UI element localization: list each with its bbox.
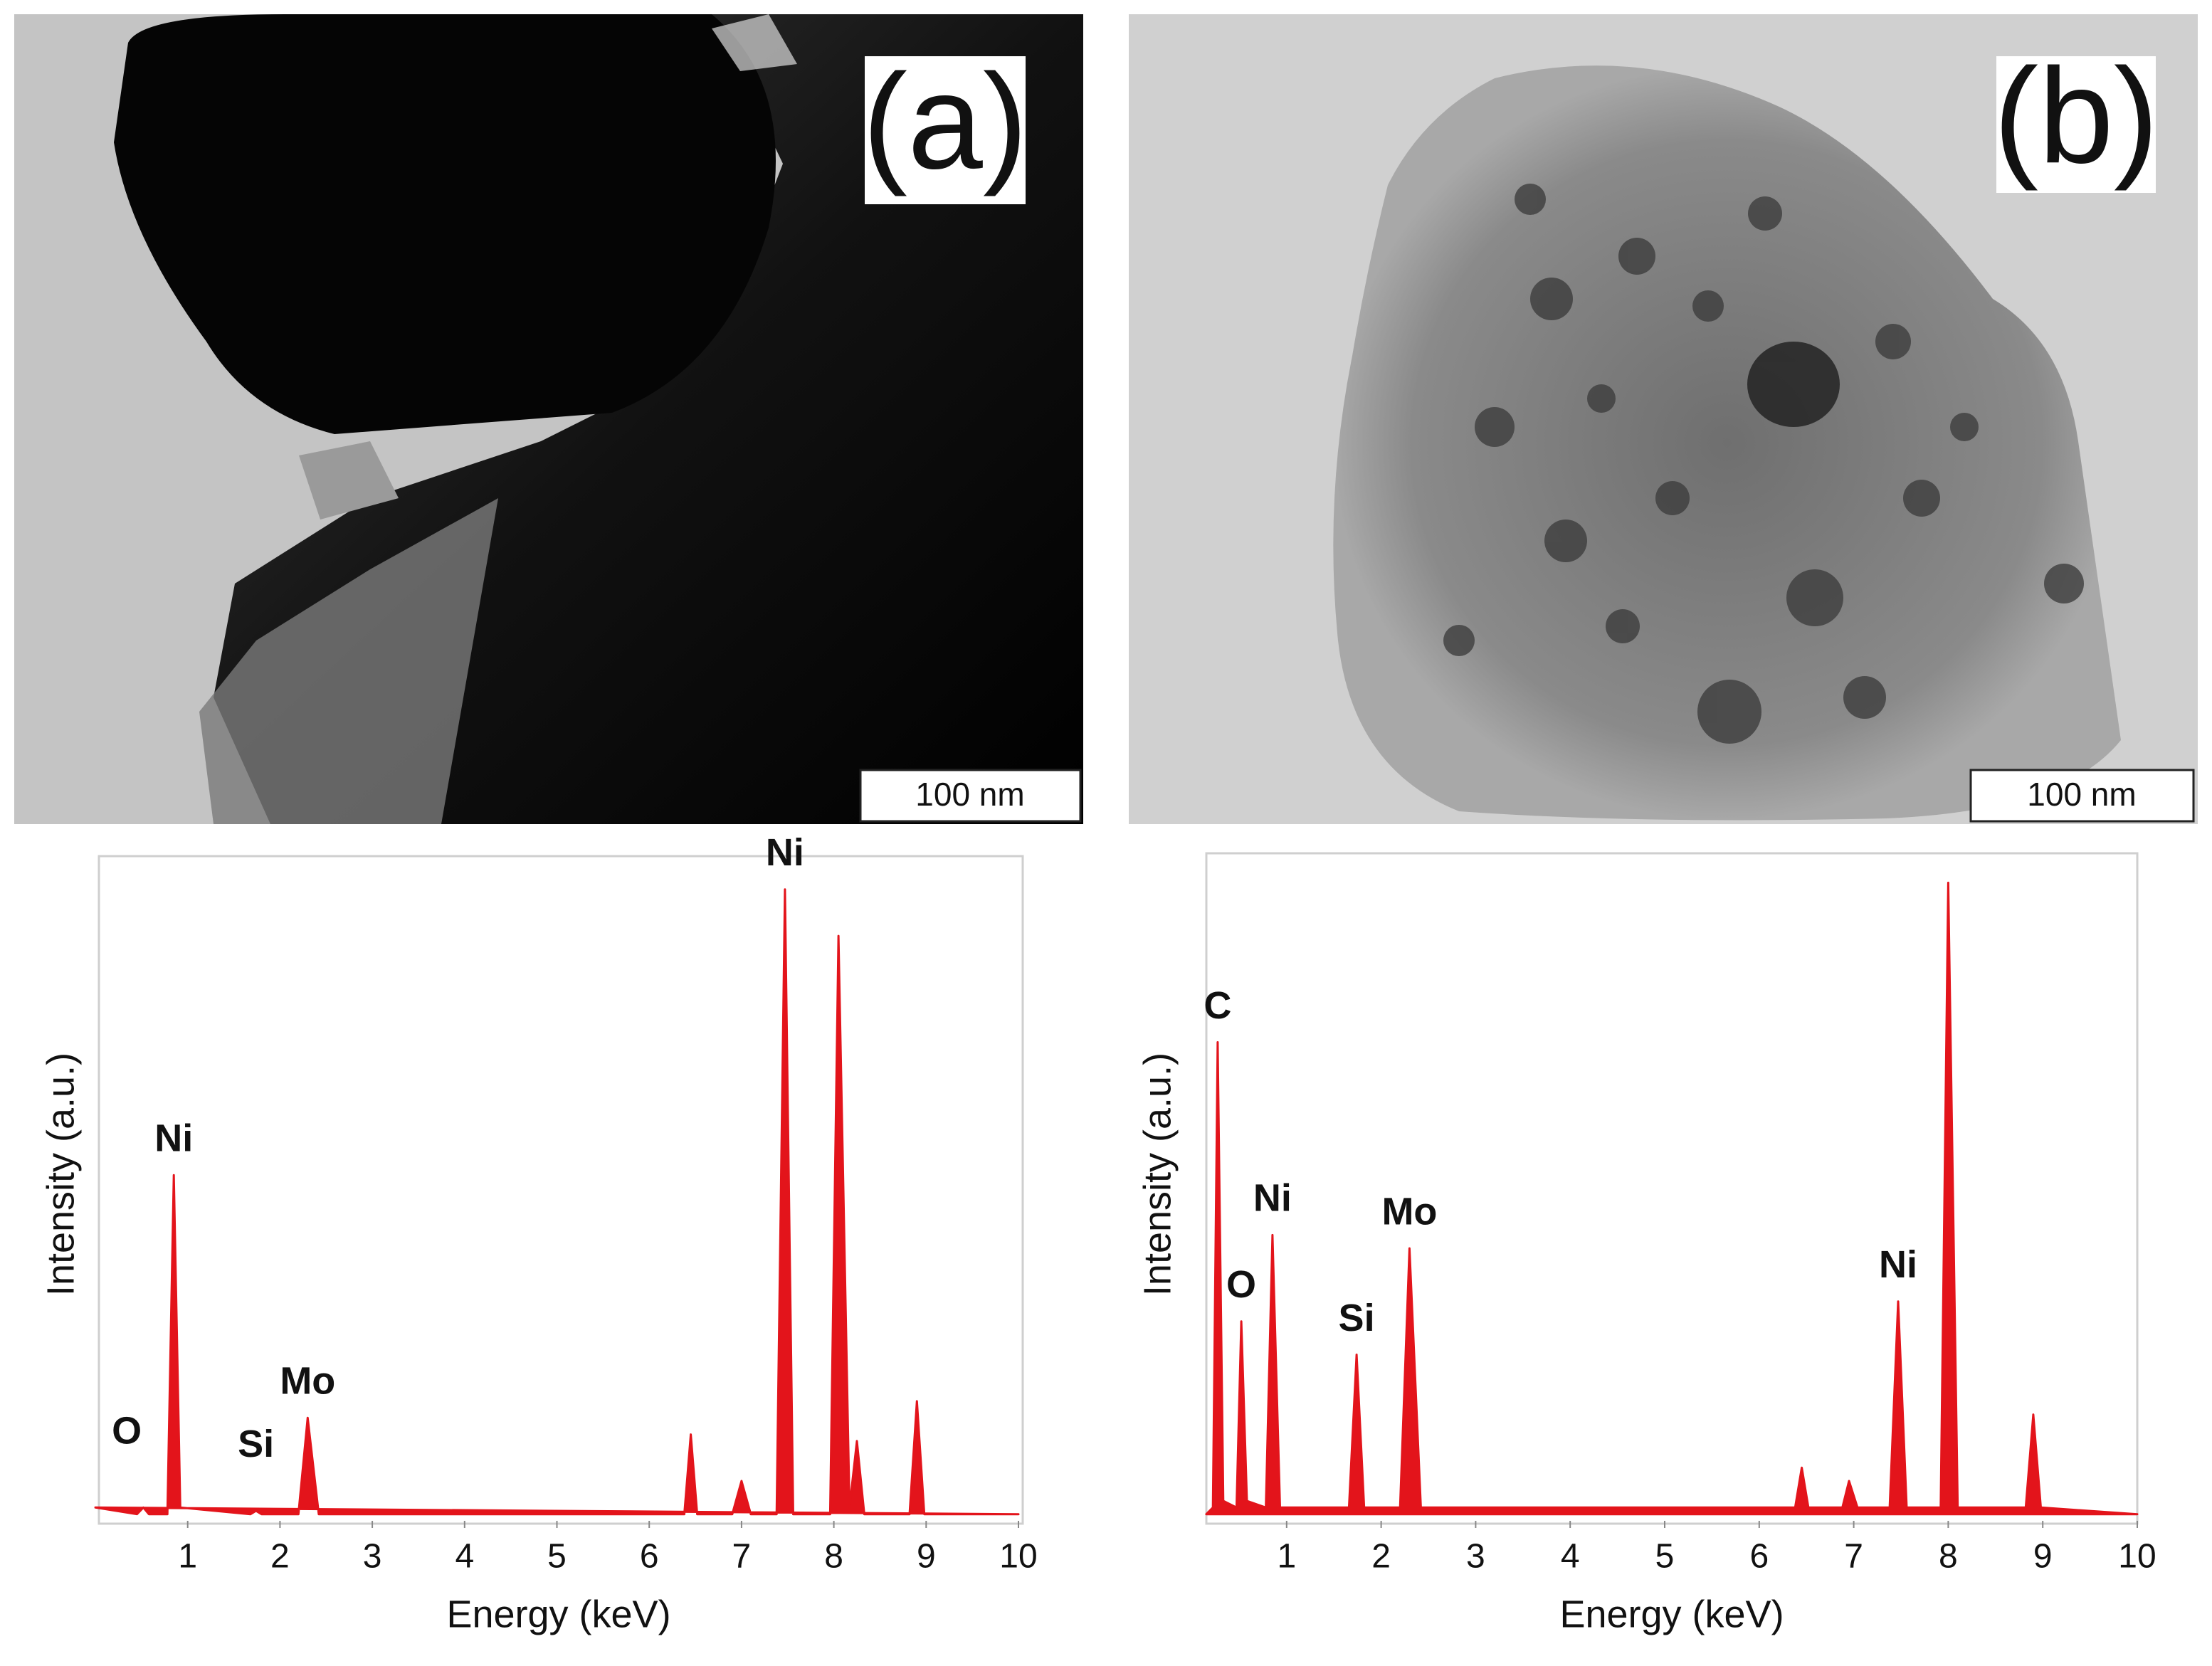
peak-label: Mo [280, 1359, 335, 1402]
x-tick-label: 6 [640, 1538, 659, 1576]
peak-label: Ni [154, 1117, 193, 1160]
peak-label: Ni [766, 831, 804, 874]
x-axis-title: Energy (keV) [1559, 1593, 1784, 1635]
x-tick-label: 4 [1561, 1538, 1580, 1576]
plot-frame [1205, 852, 2139, 1525]
x-tick-label: 1 [1277, 1538, 1296, 1576]
peak-label: C [1204, 984, 1231, 1027]
x-tick-label: 5 [1655, 1538, 1675, 1576]
peak-label: Mo [1381, 1190, 1437, 1233]
tem-image-a: (a) 100 nm [14, 14, 1083, 824]
x-tick-label: 8 [824, 1538, 843, 1576]
tem-image-b: (b) 100 nm [1129, 14, 2198, 824]
x-tick-label: 3 [1466, 1538, 1485, 1576]
x-tick-label: 9 [2033, 1538, 2053, 1576]
peak-label: Si [1339, 1297, 1375, 1339]
peak-label: O [112, 1410, 142, 1453]
x-tick-label: 10 [2118, 1538, 2156, 1576]
scale-bar-label: 100 nm [915, 776, 1024, 813]
panel-label: (b) [1994, 41, 2159, 191]
x-tick-label: 8 [1939, 1538, 1958, 1576]
y-axis-title: Intensity (a.u.) [39, 1053, 82, 1296]
spectrum [94, 888, 1020, 1516]
x-tick-label: 5 [547, 1538, 567, 1576]
x-tick-label: 4 [455, 1538, 474, 1576]
scale-bar-label: 100 nm [2027, 776, 2136, 813]
x-tick-label: 3 [363, 1538, 382, 1576]
peak-label: O [1226, 1263, 1256, 1306]
x-tick-label: 7 [732, 1538, 752, 1576]
x-tick-label: 2 [1371, 1538, 1391, 1576]
x-axis-title: Energy (keV) [446, 1593, 670, 1635]
panel-label: (a) [863, 46, 1028, 197]
plot-frame [98, 855, 1024, 1525]
x-tick-label: 2 [270, 1538, 290, 1576]
x-tick-label: 7 [1844, 1538, 1863, 1576]
y-axis-title: Intensity (a.u.) [1136, 1053, 1179, 1296]
x-tick-label: 9 [917, 1538, 936, 1576]
x-tick-label: 10 [999, 1538, 1037, 1576]
peak-label: Ni [1253, 1177, 1292, 1220]
peak-label: Ni [1879, 1243, 1917, 1286]
peak-label: Si [238, 1423, 274, 1465]
x-tick-label: 1 [178, 1538, 197, 1576]
spectrum [1205, 881, 2139, 1516]
x-tick-label: 6 [1749, 1538, 1769, 1576]
